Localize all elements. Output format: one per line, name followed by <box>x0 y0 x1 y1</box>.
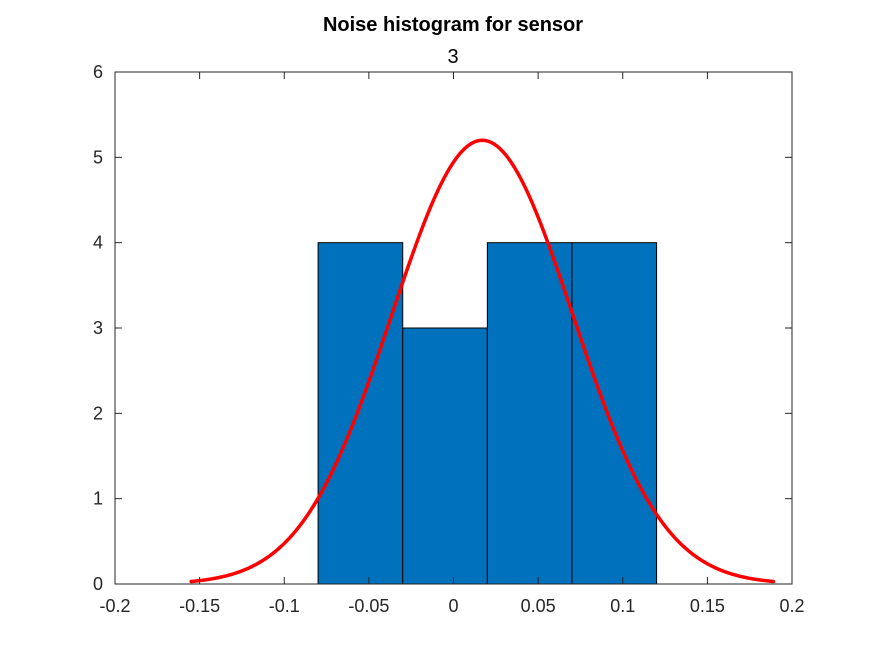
x-tick-label: -0.05 <box>348 596 389 616</box>
y-tick-label: 0 <box>93 574 103 594</box>
normal-fit-curve <box>189 138 776 584</box>
chart-subtitle: 3 <box>447 46 458 68</box>
x-tick-label: -0.1 <box>269 596 300 616</box>
chart-title: Noise histogram for sensor <box>323 14 583 36</box>
histogram-bars <box>317 242 658 585</box>
histogram-bar-3 <box>486 242 573 585</box>
x-tick-label: 0.15 <box>690 596 725 616</box>
y-tick-label: 5 <box>93 147 103 167</box>
x-tick-label: 0.05 <box>521 596 556 616</box>
tick-labels: -0.2 -0.15 -0.1 -0.05 0 0.05 0.1 0.15 0.2 0 1 2 3 4 5 6 <box>93 62 805 616</box>
x-tick-label: 0 <box>448 596 458 616</box>
axis-ticks <box>114 71 793 585</box>
fit-curve-layer <box>189 138 776 584</box>
y-tick-label: 2 <box>93 403 103 423</box>
y-tick-label: 6 <box>93 62 103 82</box>
x-tick-label: 0.1 <box>610 596 635 616</box>
x-tick-label: -0.15 <box>179 596 220 616</box>
histogram-bar-2 <box>402 327 488 585</box>
histogram-bar-1 <box>317 242 404 585</box>
y-tick-label: 1 <box>93 489 103 509</box>
y-tick-label: 3 <box>93 318 103 338</box>
x-tick-label: 0.2 <box>779 596 804 616</box>
y-tick-label: 4 <box>93 233 103 253</box>
x-tick-label: -0.2 <box>99 596 130 616</box>
histogram-bar-4 <box>571 242 658 585</box>
